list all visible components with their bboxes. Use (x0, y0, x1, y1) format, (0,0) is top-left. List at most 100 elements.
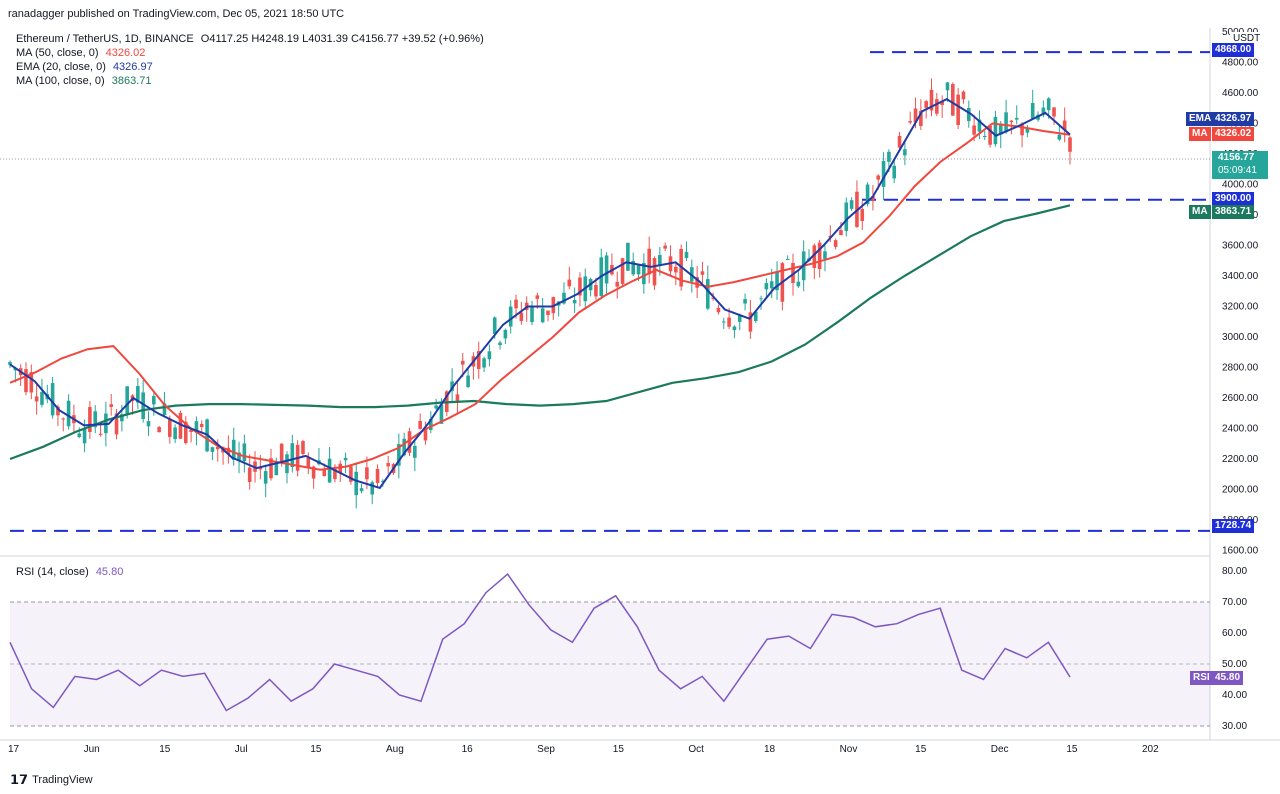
ma100-tag-label: MA (1189, 205, 1211, 219)
candle-body (343, 457, 348, 461)
candle-body (615, 281, 620, 287)
candle-body (66, 400, 71, 427)
rsi-tick-label: 40.00 (1222, 690, 1247, 701)
candle-body (1041, 107, 1046, 115)
candle-body (354, 471, 359, 496)
candle-body (370, 482, 375, 495)
candle-body (535, 295, 540, 299)
candle-body (881, 160, 886, 187)
price-tick-label: 3000.00 (1222, 332, 1259, 343)
publish-info: ranadagger published on TradingView.com,… (8, 8, 345, 20)
ma100-legend-label: MA (100, close, 0) (16, 75, 105, 87)
candle-body (871, 196, 875, 200)
candle-body (258, 467, 263, 470)
candle-body (407, 431, 412, 453)
candle-body (141, 392, 145, 419)
candle-body (626, 242, 630, 271)
candle-body (887, 151, 891, 162)
candle-body (716, 307, 721, 313)
candle-body (152, 396, 156, 405)
ma50-legend[interactable]: MA (50, close, 0) 4326.02 (16, 47, 145, 60)
candle-body (397, 444, 401, 466)
candle-body (498, 342, 502, 346)
time-tick-label: Aug (386, 744, 404, 755)
candle-body (658, 254, 662, 265)
candle-body (93, 411, 98, 428)
candle-body (951, 84, 955, 116)
candle-body (194, 421, 199, 433)
candle-body (844, 202, 849, 231)
candle-body (1062, 120, 1067, 131)
tradingview-logo-icon: 𝟭𝟳 (10, 772, 29, 787)
ma50-legend-value: 4326.02 (105, 47, 146, 59)
candle-body (753, 311, 758, 322)
rsi-tick-label: 50.00 (1222, 659, 1247, 670)
candle-body (237, 452, 241, 461)
price-axis[interactable]: 1600.001800.002000.002200.002400.002600.… (1222, 27, 1259, 557)
candle-body (306, 457, 311, 468)
candle-body (199, 423, 204, 428)
rsi-value-tag: 45.80 (1212, 671, 1244, 685)
candle-body (492, 317, 497, 334)
support-resistance-lines[interactable] (10, 51, 1210, 532)
candle-body (375, 468, 380, 483)
candle-body (381, 480, 385, 482)
level-4868-tag: 4868.00 (1212, 43, 1255, 57)
candle-body (913, 108, 918, 123)
candle-body (242, 443, 247, 462)
candlesticks (8, 78, 1072, 509)
rsi-tag-label: RSI (1190, 671, 1213, 685)
time-tick-label: Oct (688, 744, 704, 755)
candle-body (1020, 123, 1024, 136)
candle-body (956, 94, 960, 126)
candle-body (876, 175, 881, 180)
candle-body (988, 125, 992, 145)
ema20-line (9, 97, 1071, 490)
ma100-legend[interactable]: MA (100, close, 0) 3863.71 (16, 75, 151, 88)
candle-body (215, 446, 220, 450)
ma50-line (9, 122, 1071, 471)
candle-body (945, 82, 950, 91)
time-tick-label: 15 (310, 744, 322, 755)
ema20-legend-value: 4326.97 (112, 61, 153, 73)
candle-body (56, 406, 60, 416)
candle-body (982, 135, 987, 137)
footer[interactable]: 𝟭𝟳 TradingView (10, 772, 93, 788)
candle-body (1068, 137, 1072, 152)
level-1728-tag: 1728.74 (1212, 519, 1255, 533)
time-tick-label: Dec (991, 744, 1009, 755)
time-axis[interactable]: 17 Jun 15 Jul 15 Aug 16 Sep 15 Oct 18 Nov 15 Dec 15 202 (8, 744, 1159, 755)
rsi-tick-label: 60.00 (1222, 628, 1247, 639)
candle-body (833, 240, 838, 247)
candle-body (604, 255, 609, 284)
candle-body (1014, 117, 1019, 120)
candle-body (173, 427, 177, 440)
candle-body (450, 381, 454, 391)
candle-body (487, 351, 492, 360)
candle-body (29, 372, 34, 393)
candle-body (109, 404, 114, 407)
candle-body (183, 421, 188, 444)
candle-body (125, 386, 129, 414)
ma100-legend-value: 3863.71 (111, 75, 152, 87)
time-tick-label: 15 (1066, 744, 1078, 755)
symbol-legend[interactable]: Ethereum / TetherUS, 1D, BINANCE O4117.2… (16, 33, 484, 46)
price-tick-label: 4000.00 (1222, 180, 1259, 191)
rsi-tick-label: 30.00 (1222, 721, 1247, 732)
ema20-legend[interactable]: EMA (20, close, 0) 4326.97 (16, 61, 153, 74)
candle-body (1046, 98, 1051, 111)
candle-body (817, 242, 822, 270)
candle-body (769, 281, 774, 289)
candle-body (695, 277, 699, 288)
candle-body (530, 306, 534, 323)
candle-body (919, 110, 923, 127)
rsi-legend[interactable]: RSI (14, close) 45.80 (16, 566, 123, 579)
candle-body (439, 404, 444, 424)
candle-body (503, 329, 508, 339)
candle-body (146, 421, 151, 427)
candle-body (892, 165, 897, 179)
current-price-tag: 4156.77 05:09:41 (1212, 151, 1268, 179)
candle-body (775, 271, 779, 291)
candle-body (743, 299, 747, 304)
